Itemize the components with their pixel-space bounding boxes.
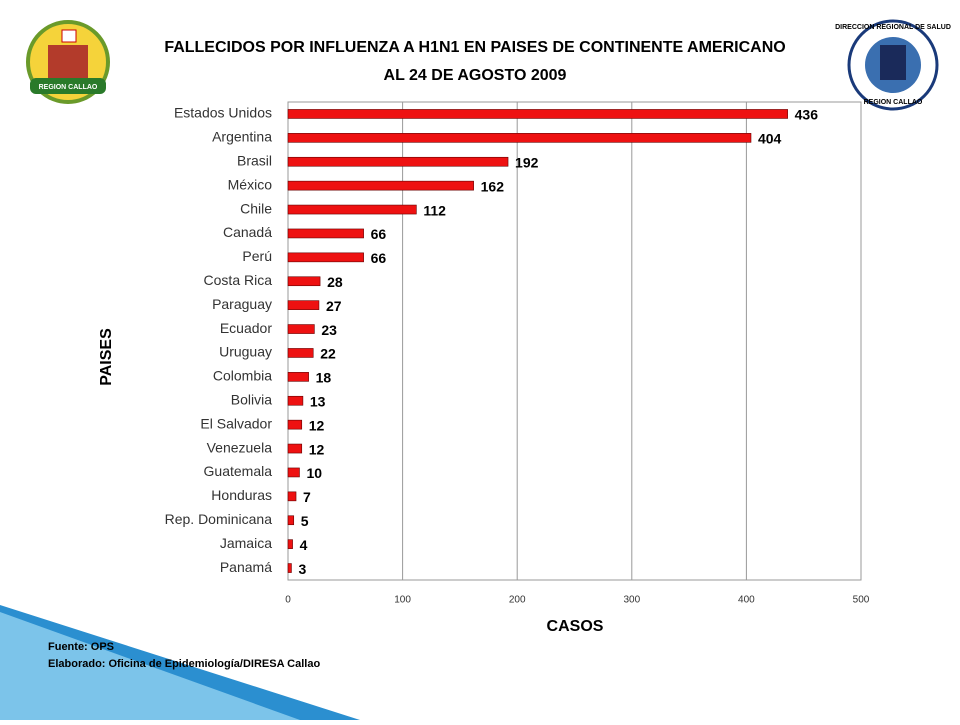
value-label: 192 bbox=[515, 154, 539, 170]
y-tick-label: Chile bbox=[240, 200, 272, 216]
x-tick-label: 500 bbox=[853, 595, 870, 606]
value-label: 23 bbox=[321, 322, 337, 338]
bar bbox=[287, 180, 474, 191]
y-tick-label: Brasil bbox=[237, 152, 272, 168]
bar bbox=[287, 491, 297, 502]
bar bbox=[287, 443, 303, 454]
value-label: 18 bbox=[316, 370, 332, 386]
value-label: 12 bbox=[309, 417, 325, 433]
bar bbox=[287, 563, 292, 573]
value-label: 66 bbox=[371, 226, 387, 242]
y-tick-label: El Salvador bbox=[200, 415, 272, 431]
note: Fuente: OPS bbox=[48, 641, 114, 653]
bar bbox=[287, 133, 752, 143]
y-tick-label: Estados Unidos bbox=[174, 105, 272, 121]
logo-text: REGION CALLAO bbox=[39, 84, 98, 91]
y-tick-label: Paraguay bbox=[212, 296, 272, 312]
bar bbox=[287, 276, 321, 287]
x-tick-label: 100 bbox=[394, 595, 411, 606]
note: Elaborado: Oficina de Epidemiología/DIRE… bbox=[48, 658, 320, 670]
bar bbox=[287, 324, 315, 334]
bar bbox=[287, 156, 509, 167]
chart-subtitle: AL 24 DE AGOSTO 2009 bbox=[384, 67, 567, 84]
bar bbox=[287, 300, 320, 310]
value-label: 5 bbox=[301, 513, 309, 529]
y-tick-label: Canadá bbox=[223, 224, 272, 240]
logo-right: DIRECCION REGIONAL DE SALUD REGION CALLA… bbox=[835, 19, 951, 111]
value-label: 22 bbox=[320, 346, 336, 362]
y-tick-label: Argentina bbox=[212, 129, 272, 145]
bar bbox=[287, 539, 293, 549]
bar bbox=[287, 467, 300, 478]
y-tick-label: Honduras bbox=[211, 487, 272, 503]
value-label: 4 bbox=[300, 537, 308, 553]
value-label: 162 bbox=[481, 178, 505, 194]
value-label: 7 bbox=[303, 489, 311, 505]
bar bbox=[287, 228, 364, 239]
bar bbox=[287, 348, 314, 358]
value-label: 404 bbox=[758, 131, 782, 147]
value-label: 112 bbox=[423, 202, 446, 218]
x-tick-label: 400 bbox=[738, 595, 755, 606]
value-label: 436 bbox=[795, 107, 819, 123]
y-tick-label: Bolivia bbox=[231, 391, 272, 407]
y-tick-label: Guatemala bbox=[204, 463, 273, 479]
y-tick-label: Uruguay bbox=[219, 344, 272, 360]
value-label: 27 bbox=[326, 298, 342, 314]
decoration bbox=[0, 612, 300, 720]
x-axis-label: CASOS bbox=[547, 618, 604, 635]
value-label: 10 bbox=[306, 465, 322, 481]
logo-text: DIRECCION REGIONAL DE SALUD bbox=[835, 24, 951, 31]
bar bbox=[287, 109, 788, 119]
bar bbox=[287, 515, 295, 526]
bar bbox=[287, 395, 304, 406]
value-label: 13 bbox=[310, 393, 326, 409]
y-tick-label: Costa Rica bbox=[204, 272, 273, 288]
bar bbox=[287, 204, 417, 215]
y-tick-label: Colombia bbox=[213, 368, 272, 384]
chart-title: FALLECIDOS POR INFLUENZA A H1N1 EN PAISE… bbox=[164, 39, 785, 56]
y-tick-label: Ecuador bbox=[220, 320, 272, 336]
logo-text: REGION CALLAO bbox=[864, 99, 923, 106]
value-label: 3 bbox=[298, 561, 306, 577]
y-axis-label: PAISES bbox=[98, 328, 115, 386]
x-tick-label: 0 bbox=[285, 595, 291, 606]
value-label: 28 bbox=[327, 274, 343, 290]
y-tick-label: Rep. Dominicana bbox=[165, 511, 273, 527]
y-tick-label: Venezuela bbox=[207, 439, 273, 455]
bar bbox=[287, 419, 303, 430]
y-tick-label: Perú bbox=[242, 248, 272, 264]
value-label: 12 bbox=[309, 441, 325, 457]
logo-left: REGION CALLAO bbox=[26, 20, 110, 104]
y-tick-label: Jamaica bbox=[220, 535, 272, 551]
x-tick-label: 200 bbox=[509, 595, 526, 606]
y-tick-label: México bbox=[228, 176, 273, 192]
value-label: 66 bbox=[371, 250, 387, 266]
bar bbox=[287, 372, 309, 382]
plot-area bbox=[287, 101, 862, 581]
bar bbox=[287, 252, 364, 263]
x-tick-label: 300 bbox=[623, 595, 640, 606]
y-tick-label: Panamá bbox=[220, 559, 272, 575]
